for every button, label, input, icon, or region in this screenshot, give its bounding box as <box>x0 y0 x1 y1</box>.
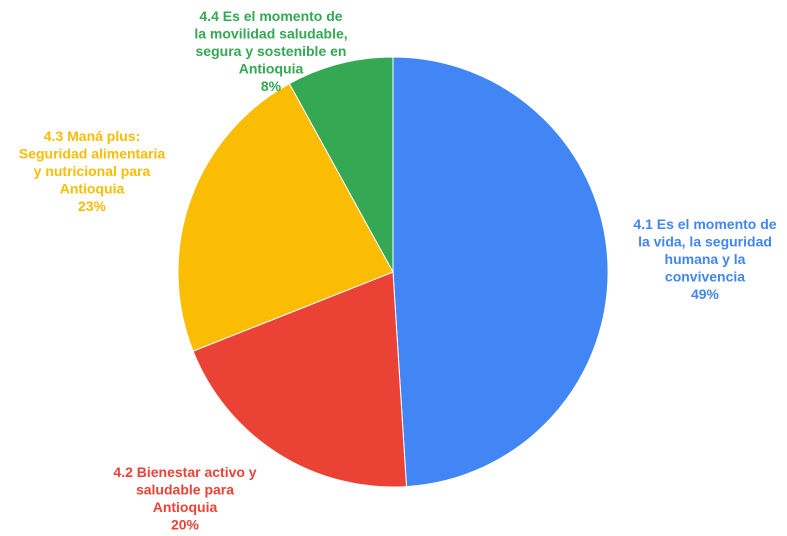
pie-slice[interactable] <box>177 82 394 352</box>
slice-name-line: Antioquia <box>239 61 304 77</box>
slice-name-line: 4.1 Es el momento de <box>633 216 776 232</box>
slice-name-line: Antioquia <box>153 499 218 515</box>
slice-label: 4.2 Bienestar activo y saludable para Anti… <box>113 464 256 533</box>
pie-slices <box>177 56 609 488</box>
pie-labels: 4.1 Es el momento de la vida, la segurida… <box>19 8 777 533</box>
slice-name-line: 4.4 Es el momento de <box>199 8 342 24</box>
slice-name-line: 4.3 Maná plus: <box>44 128 140 144</box>
slice-percent-label: 8% <box>261 78 282 94</box>
slice-name-line: segura y sostenible en <box>196 43 347 59</box>
slice-name-line: Antioquia <box>60 181 125 197</box>
pie-slice[interactable] <box>288 56 394 273</box>
slice-percent-label: 49% <box>691 286 720 302</box>
slice-name-line: humana y la <box>665 251 746 267</box>
slice-percent-label: 23% <box>78 198 107 214</box>
slice-name-line: la movilidad saludable, <box>194 26 347 42</box>
slice-percent-label: 20% <box>171 517 200 533</box>
slice-name-line: 4.2 Bienestar activo y <box>113 464 256 480</box>
slice-name-line: convivencia <box>665 269 745 285</box>
slice-label: 4.1 Es el momento de la vida, la segurida… <box>633 216 776 302</box>
slice-name-line: Seguridad alimentaria <box>19 146 165 162</box>
slice-name-line: y nutricional para <box>34 163 151 179</box>
slice-name-line: la vida, la seguridad <box>638 234 772 250</box>
pie-slice[interactable] <box>392 56 609 488</box>
slice-name-line: saludable para <box>136 482 234 498</box>
slice-label: 4.4 Es el momento de la movilidad saludab… <box>194 8 347 94</box>
slice-label: 4.3 Maná plus: Seguridad alimentaria y nut… <box>19 128 165 214</box>
pie-slice[interactable] <box>192 271 408 488</box>
